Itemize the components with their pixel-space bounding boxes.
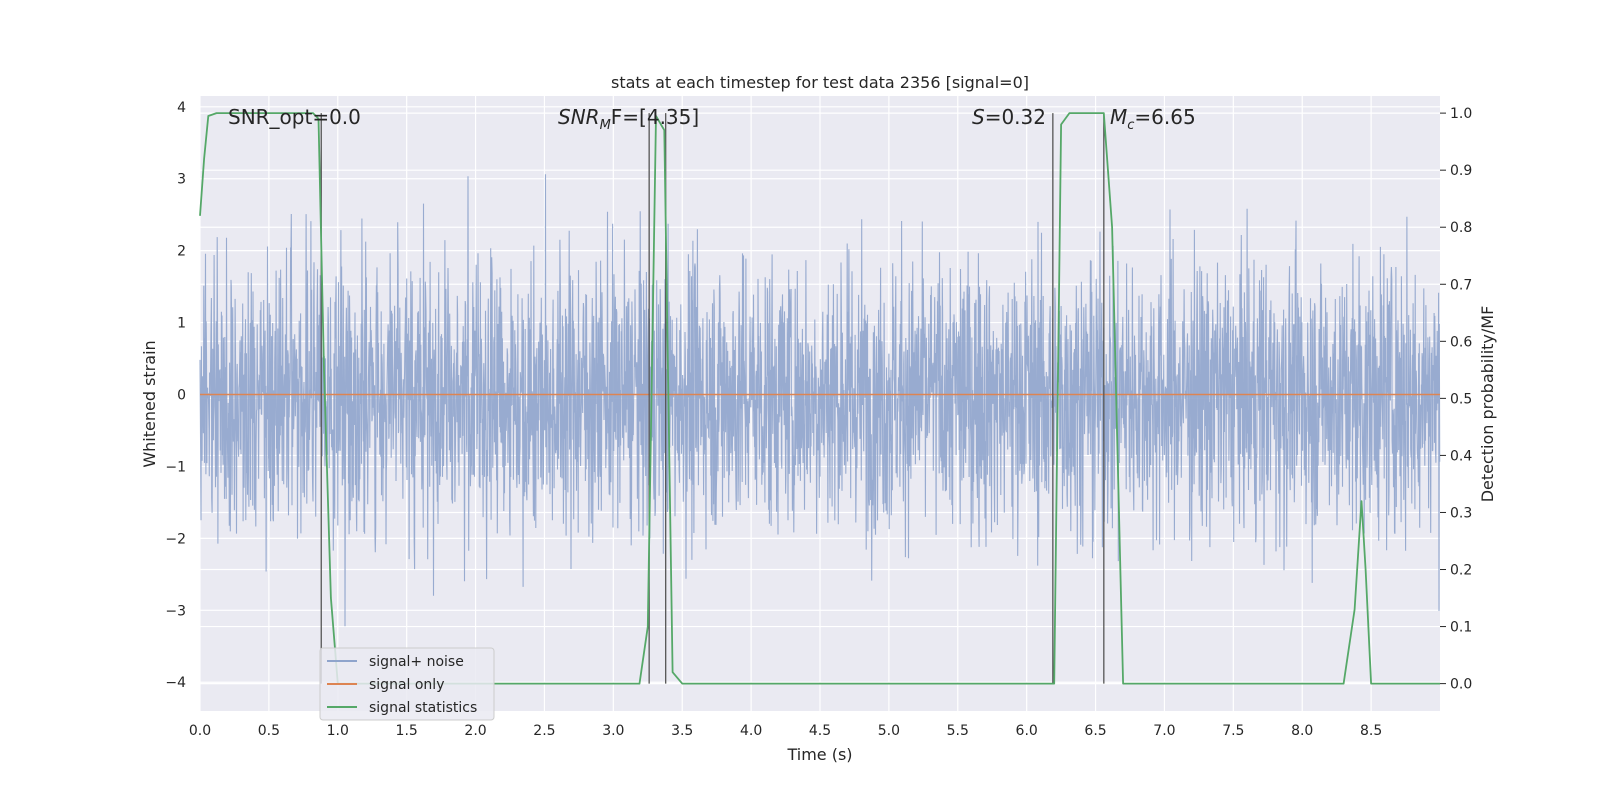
y-tick-label-5: −1	[165, 459, 186, 475]
snr-mf-prefix: SNR	[558, 105, 600, 129]
y-tick-label-6: −2	[165, 531, 186, 547]
chart-title: stats at each timestep for test data 235…	[611, 73, 1029, 92]
noise-series	[199, 174, 1441, 627]
y-tick-label-3: 1	[177, 316, 186, 332]
x-tick-label-4: 2.0	[464, 723, 486, 739]
x-tick-label-14: 7.0	[1153, 723, 1175, 739]
x-tick-label-7: 3.5	[671, 723, 693, 739]
y2-tick-label-1: 0.9	[1450, 163, 1472, 179]
x-tick-label-11: 5.5	[947, 723, 969, 739]
mc-suffix: =6.65	[1134, 105, 1195, 129]
y2-tick-label-6: 0.4	[1450, 448, 1472, 464]
x-tick-label-5: 2.5	[533, 723, 555, 739]
y-tick-label-4: 0	[177, 388, 186, 404]
y-tick-label-0: 4	[177, 100, 186, 116]
x-tick-label-10: 5.0	[878, 723, 900, 739]
x-tick-label-6: 3.0	[602, 723, 624, 739]
annotation-mc: Mc=6.65	[1110, 105, 1196, 133]
x-tick-label-0: 0.0	[189, 723, 211, 739]
signal-plus-noise-line	[199, 174, 1441, 627]
legend-box	[319, 647, 495, 721]
legend-label-noise: signal+ noise	[369, 654, 464, 670]
y-tick-label-8: −4	[165, 675, 186, 691]
y2-tick-label-5: 0.5	[1450, 391, 1472, 407]
x-tick-label-3: 1.5	[396, 723, 418, 739]
x-tick-label-12: 6.0	[1016, 723, 1038, 739]
x-tick-label-1: 0.5	[258, 723, 280, 739]
x-tick-label-13: 6.5	[1084, 723, 1106, 739]
x-axis-label: Time (s)	[786, 745, 852, 764]
signal-statistics-line	[199, 112, 1440, 685]
snr-mf-sub: M	[600, 118, 611, 133]
y-tick-label-7: −3	[165, 603, 186, 619]
y-axis-label: Whitened strain	[140, 340, 159, 467]
annotation-snr-opt: SNR_opt=0.0	[228, 105, 361, 129]
statistics-series	[199, 112, 1440, 685]
legend-label-signal: signal only	[369, 677, 444, 693]
snr-mf-suffix: F=[4.35]	[611, 105, 699, 129]
x-tick-label-16: 8.0	[1291, 723, 1313, 739]
y2-tick-label-10: 0.0	[1450, 677, 1472, 693]
mc-prefix: M	[1110, 105, 1127, 129]
x-tick-label-9: 4.5	[809, 723, 831, 739]
mc-sub: c	[1127, 118, 1134, 133]
y-tick-labels: 4 3 2 1 0 −1 −2 −3 −4	[165, 100, 186, 691]
x-tick-label-2: 1.0	[327, 723, 349, 739]
y2-tick-label-3: 0.7	[1450, 277, 1472, 293]
y2-tick-label-8: 0.2	[1450, 563, 1472, 579]
y2-tick-label-7: 0.3	[1450, 505, 1472, 521]
y2-axis-label: Detection probability/MF	[1478, 306, 1497, 503]
legend: signal+ noise signal only signal statist…	[319, 647, 495, 721]
s-suffix: =0.32	[985, 105, 1046, 129]
legend-label-stats: signal statistics	[369, 700, 477, 716]
s-prefix: S	[972, 105, 985, 129]
y2-tick-labels: 1.0 0.9 0.8 0.7 0.6 0.5 0.4 0.3 0.2 0.1 0.0	[1440, 106, 1472, 693]
y-tick-label-2: 2	[177, 244, 186, 260]
x-tick-labels: 0.0 0.5 1.0 1.5 2.0 2.5 3.0 3.5 4.0 4.5 5.0 5.5 6.0 6…	[189, 723, 1382, 739]
y2-tick-label-2: 0.8	[1450, 220, 1472, 236]
x-tick-label-8: 4.0	[740, 723, 762, 739]
x-tick-label-15: 7.5	[1222, 723, 1244, 739]
y2-tick-label-4: 0.6	[1450, 334, 1472, 350]
annotation-snr-mf: SNRMF=[4.35]	[558, 105, 699, 133]
y2-tick-label-9: 0.1	[1450, 620, 1472, 636]
x-tick-label-17: 8.5	[1360, 723, 1382, 739]
annotation-s: S=0.32	[972, 105, 1046, 129]
y-tick-label-1: 3	[177, 172, 186, 188]
y2-tick-label-0: 1.0	[1450, 106, 1472, 122]
